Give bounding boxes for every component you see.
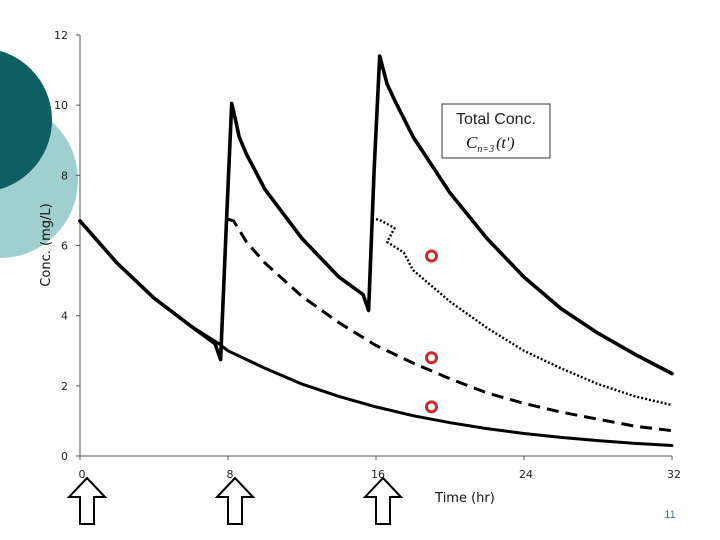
x-tick-label: 8 — [227, 468, 234, 481]
data-marker-2 — [425, 351, 438, 365]
x-tick-label: 0 — [79, 468, 86, 481]
legend-title: Total Conc. — [456, 111, 536, 128]
y-tick-label: 0 — [61, 450, 68, 463]
deco-circle-dark — [0, 50, 52, 190]
y-tick-label: 8 — [61, 169, 68, 182]
decorative-circles — [0, 50, 78, 258]
x-ticks: 0 8 16 24 32 — [79, 456, 681, 481]
x-axis-label: Time (hr) — [434, 491, 495, 506]
y-axis-label: Conc. (mg/L) — [39, 203, 54, 286]
series-line-1-solid — [78, 219, 674, 447]
legend-formula-symbol: C — [466, 133, 478, 152]
x-tick-label: 32 — [667, 468, 681, 481]
series-line-3-dotted — [375, 218, 673, 407]
y-tick-label: 10 — [54, 99, 68, 112]
data-marker-3 — [425, 400, 438, 414]
legend-formula-subscript: n=3 — [477, 144, 494, 155]
legend-frame — [441, 103, 551, 159]
x-tick-label: 16 — [371, 468, 385, 481]
legend-formula: Cn=3 (t') — [466, 133, 515, 155]
series-layer — [78, 54, 674, 447]
y-tick-label: 2 — [61, 380, 68, 393]
series-line-2-dashed — [227, 217, 673, 433]
x-tick-label: 24 — [519, 468, 533, 481]
marker-layer — [425, 249, 438, 414]
y-tick-label: 12 — [54, 29, 68, 42]
dose-arrow-1 — [66, 476, 108, 525]
y-tick-label: 4 — [61, 310, 68, 323]
series-line-4-solid-thick — [78, 54, 674, 376]
y-tick-label: 6 — [61, 240, 68, 253]
data-marker-1 — [425, 249, 438, 263]
dose-arrow-3 — [362, 476, 404, 525]
dose-arrow-2 — [214, 476, 256, 525]
y-ticks: 0 2 4 6 8 10 12 — [54, 29, 80, 463]
page-number: 11 — [664, 509, 675, 521]
legend-formula-arg: (t') — [496, 135, 515, 152]
dose-arrows — [66, 476, 404, 525]
legend-box: Total Conc. Cn=3 (t') — [441, 103, 551, 159]
